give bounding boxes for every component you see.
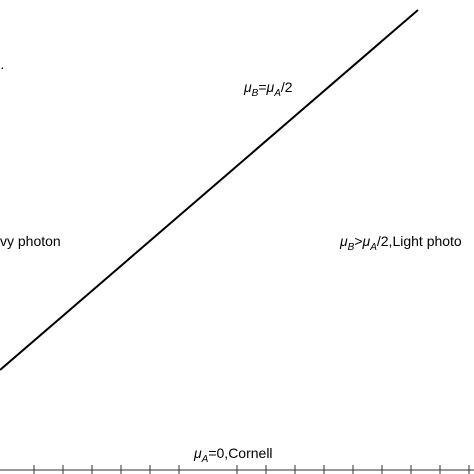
bottom-label-tail: =0,Cornell [208, 445, 272, 461]
bottom-label: μA=0,Cornell [193, 445, 273, 465]
mu-a-subscript: A [201, 454, 209, 465]
mu-a-symbol: μ [362, 233, 371, 249]
mu-a-subscript: A [273, 88, 281, 99]
right-region-label-tail: /2,Light photo [377, 233, 462, 249]
left-edge-fragment: · [0, 59, 5, 75]
right-region-label: μB>μA/2,Light photo [339, 233, 462, 253]
mu-b-subscript: B [252, 88, 259, 99]
x-axis-ticks [33, 465, 470, 474]
mu-b-symbol: μ [339, 233, 348, 249]
mu-a-symbol: μ [193, 445, 202, 461]
mu-a-symbol: μ [266, 79, 275, 95]
greater-than-sign: > [354, 233, 362, 249]
boundary-label-tail: /2 [281, 79, 293, 95]
left-region-label: vy photon [0, 233, 61, 249]
mu-b-subscript: B [348, 242, 355, 253]
mu-b-symbol: μ [243, 79, 252, 95]
boundary-line [0, 9, 419, 371]
equals-sign: = [258, 79, 266, 95]
mu-a-subscript: A [369, 242, 377, 253]
boundary-label: μB=μA/2 [243, 79, 293, 99]
